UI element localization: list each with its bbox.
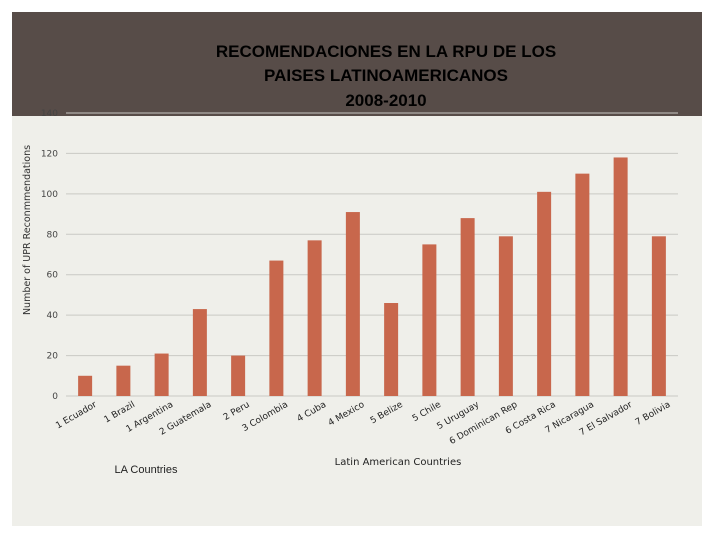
y-tick-label-120: 120 xyxy=(41,149,58,159)
chart-title-line-2: PAISES LATINOAMERICANOS xyxy=(264,66,508,85)
y-tick-label-60: 60 xyxy=(47,271,59,281)
bar-6 xyxy=(269,260,284,396)
bar-4 xyxy=(192,309,207,396)
bar-2 xyxy=(116,365,131,396)
bars xyxy=(78,157,666,396)
bar-12 xyxy=(498,236,513,396)
y-tick-label-20: 20 xyxy=(47,352,59,362)
bar-11 xyxy=(460,218,475,396)
chart-title-line-3: 2008-2010 xyxy=(345,91,426,110)
title-banner xyxy=(12,12,702,116)
bar-3 xyxy=(154,353,169,396)
y-tick-label-140: 140 xyxy=(41,109,58,119)
x-axis-label: Latin American Countries xyxy=(335,457,462,468)
y-axis-ticks: 0 20 40 60 80 100 120 140 xyxy=(41,109,58,402)
y-tick-label-0: 0 xyxy=(52,392,58,402)
y-tick-label-40: 40 xyxy=(47,311,59,321)
bar-15 xyxy=(613,157,628,396)
y-tick-label-100: 100 xyxy=(41,190,58,200)
bar-10 xyxy=(422,244,437,396)
countries-caption: LA Countries xyxy=(115,464,178,476)
bar-5 xyxy=(231,355,246,396)
bar-9 xyxy=(384,303,399,396)
chart-title-line-1: RECOMENDACIONES EN LA RPU DE LOS xyxy=(216,42,556,61)
bar-13 xyxy=(537,191,552,396)
y-tick-label-80: 80 xyxy=(47,230,59,240)
bar-8 xyxy=(345,212,360,396)
bar-14 xyxy=(575,173,590,396)
bar-16 xyxy=(651,236,666,396)
y-axis-label: Number of UPR Reconmmendations xyxy=(22,145,33,315)
bar-1 xyxy=(78,375,93,396)
bar-7 xyxy=(307,240,322,396)
